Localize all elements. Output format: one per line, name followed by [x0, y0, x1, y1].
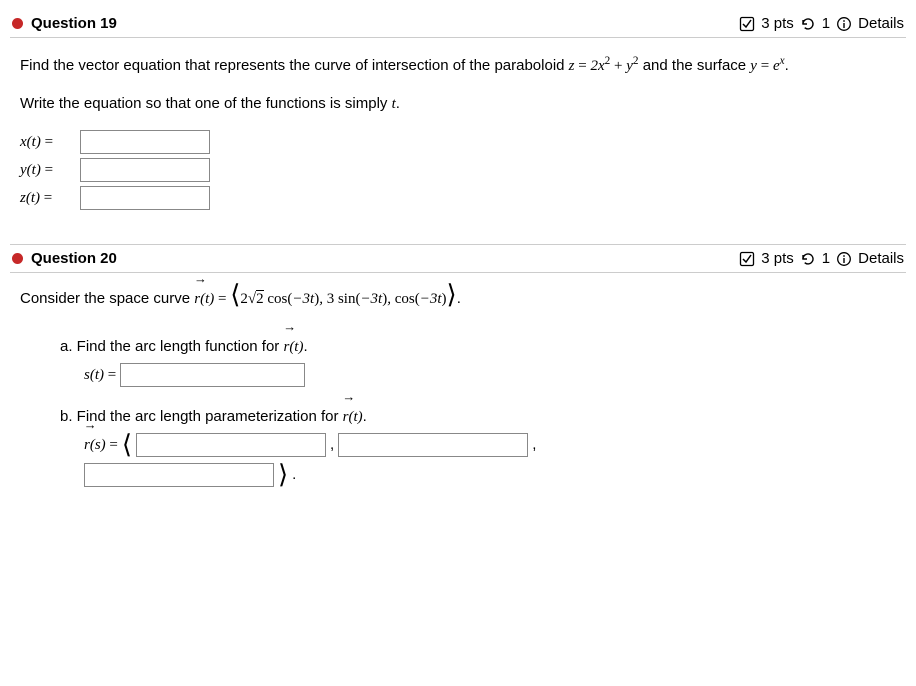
s-of-t-input[interactable] — [120, 363, 305, 387]
x-of-t-input[interactable] — [80, 130, 210, 154]
y-of-t-input[interactable] — [80, 158, 210, 182]
question-19-body: Find the vector equation that represents… — [10, 38, 906, 234]
points-label: 3 pts — [761, 15, 794, 32]
r-of-s-label: r(s) = — [84, 433, 118, 457]
question-20-header: Question 20 3 pts 1 Details — [10, 244, 906, 273]
attempts-label: 1 — [822, 250, 830, 267]
y-label: y(t) = — [20, 158, 80, 182]
header-left: Question 19 — [12, 15, 117, 32]
checkbox-icon[interactable] — [739, 16, 755, 32]
part-a: a. Find the arc length function for r(t)… — [60, 335, 896, 387]
q19-prompt: Find the vector equation that represents… — [20, 52, 896, 78]
r-of-s-input-1[interactable] — [136, 433, 326, 457]
info-icon[interactable] — [836, 16, 852, 32]
q19-instruction: Write the equation so that one of the fu… — [20, 92, 896, 116]
points-label: 3 pts — [761, 250, 794, 267]
checkbox-icon[interactable] — [739, 251, 755, 267]
header-left: Question 20 — [12, 250, 117, 267]
header-right: 3 pts 1 Details — [739, 15, 904, 32]
part-a-label: a. Find the arc length function for r(t)… — [60, 335, 896, 359]
question-title: Question 19 — [31, 15, 117, 32]
s-of-t-label: s(t) = — [84, 363, 116, 387]
retry-icon[interactable] — [800, 16, 816, 32]
question-20-body: Consider the space curve r(t) = ⟨2√2 cos… — [10, 273, 906, 525]
question-19-header: Question 19 3 pts 1 Details — [10, 10, 906, 38]
part-b-label: b. Find the arc length parameterization … — [60, 405, 896, 429]
header-right: 3 pts 1 Details — [739, 250, 904, 267]
details-link[interactable]: Details — [858, 250, 904, 267]
retry-icon[interactable] — [800, 251, 816, 267]
info-icon[interactable] — [836, 251, 852, 267]
r-of-s-input-2[interactable] — [338, 433, 528, 457]
part-b: b. Find the arc length parameterization … — [60, 405, 896, 487]
r-of-s-input-3[interactable] — [84, 463, 274, 487]
status-dot-icon — [12, 18, 23, 29]
q20-prompt: Consider the space curve r(t) = ⟨2√2 cos… — [20, 287, 896, 311]
x-label: x(t) = — [20, 130, 80, 154]
attempts-label: 1 — [822, 15, 830, 32]
z-label: z(t) = — [20, 186, 80, 210]
question-20: Question 20 3 pts 1 Details Consider the… — [10, 244, 906, 525]
x-of-t-row: x(t) = — [20, 130, 896, 154]
z-of-t-row: z(t) = — [20, 186, 896, 210]
y-of-t-row: y(t) = — [20, 158, 896, 182]
question-title: Question 20 — [31, 250, 117, 267]
z-of-t-input[interactable] — [80, 186, 210, 210]
details-link[interactable]: Details — [858, 15, 904, 32]
status-dot-icon — [12, 253, 23, 264]
question-19: Question 19 3 pts 1 Details Find the vec… — [10, 10, 906, 234]
